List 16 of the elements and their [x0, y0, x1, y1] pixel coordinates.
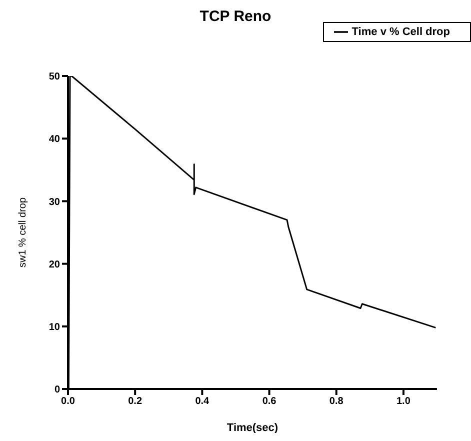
y-tick-label: 40: [48, 134, 60, 146]
y-axis-title: sw1 % cell drop: [18, 197, 29, 268]
y-tick-label: 30: [48, 196, 60, 208]
chart-title: TCP Reno: [198, 8, 272, 25]
x-tick-label: 0.0: [61, 396, 76, 408]
x-tick-label: 0.8: [329, 396, 344, 408]
legend-label: Time v % Cell drop: [352, 26, 450, 38]
x-tick-label: 0.2: [128, 396, 142, 408]
x-tick-label: 0.6: [262, 396, 277, 408]
x-tick-label: 0.4: [195, 396, 210, 408]
y-tick-label: 20: [48, 259, 60, 270]
y-tick-label: 0: [54, 384, 60, 396]
y-tick-label: 50: [48, 72, 60, 83]
y-tick-label: 10: [48, 322, 60, 333]
x-tick-label: 1.0: [396, 396, 411, 408]
x-axis-title: Time(sec): [226, 422, 278, 434]
